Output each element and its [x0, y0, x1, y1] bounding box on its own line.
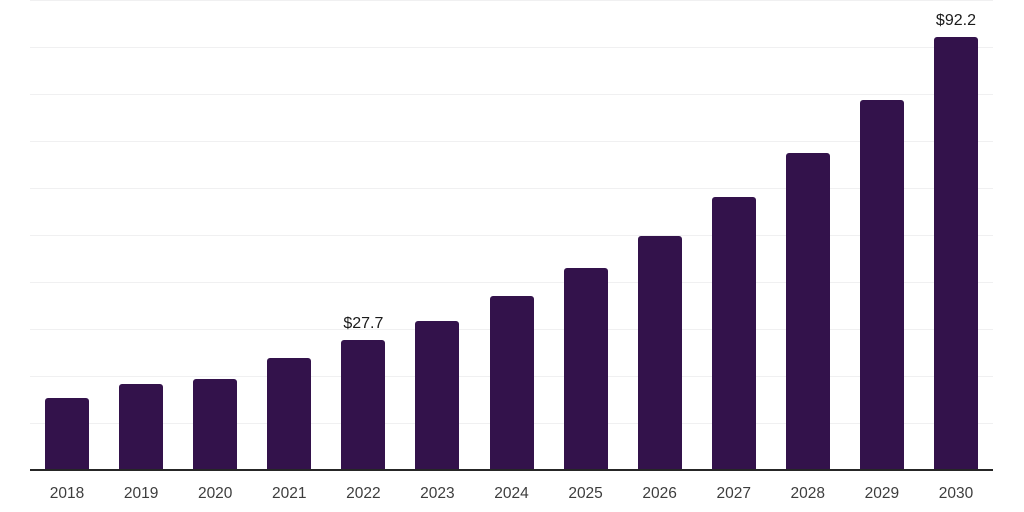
x-tick-label-2027: 2027	[716, 485, 751, 502]
bar-2027	[711, 197, 756, 470]
x-tick-label-2021: 2021	[272, 485, 307, 502]
gridline-100	[30, 0, 993, 1]
bar-2026	[637, 235, 682, 470]
x-tick-label-2022: 2022	[346, 485, 381, 502]
gridline-90	[30, 47, 993, 48]
bar-2030	[933, 36, 978, 470]
bar-2022	[341, 339, 386, 470]
x-tick-label-2019: 2019	[123, 485, 159, 502]
x-tick-label-2029: 2029	[864, 485, 900, 502]
x-tick-label-2030: 2030	[938, 485, 974, 502]
gridline-40	[30, 282, 993, 283]
gridline-80	[30, 94, 993, 95]
data-label-2030: $92.2	[935, 11, 976, 29]
bar-2019	[119, 384, 164, 470]
bar-2025	[563, 267, 608, 470]
x-tick-label-2025: 2025	[568, 485, 603, 502]
gridline-50	[30, 235, 993, 236]
bar-2021	[267, 357, 312, 470]
bar-2024	[489, 296, 534, 470]
bar-2018	[45, 397, 90, 470]
x-tick-label-2024: 2024	[494, 485, 529, 502]
x-tick-label-2018: 2018	[49, 485, 85, 502]
bar-2029	[859, 100, 904, 470]
gridline-60	[30, 188, 993, 189]
bar-2023	[415, 321, 460, 470]
bar-2020	[193, 378, 238, 470]
x-tick-label-2023: 2023	[420, 485, 455, 502]
bar-2028	[785, 152, 830, 470]
data-label-2022: $27.7	[343, 314, 384, 332]
x-tick-label-2028: 2028	[790, 485, 826, 502]
x-axis-line	[30, 469, 993, 471]
gridline-70	[30, 141, 993, 142]
x-tick-label-2020: 2020	[197, 485, 233, 502]
x-tick-label-2026: 2026	[642, 485, 677, 502]
plot-area: $27.7 $92.2	[30, 0, 993, 471]
